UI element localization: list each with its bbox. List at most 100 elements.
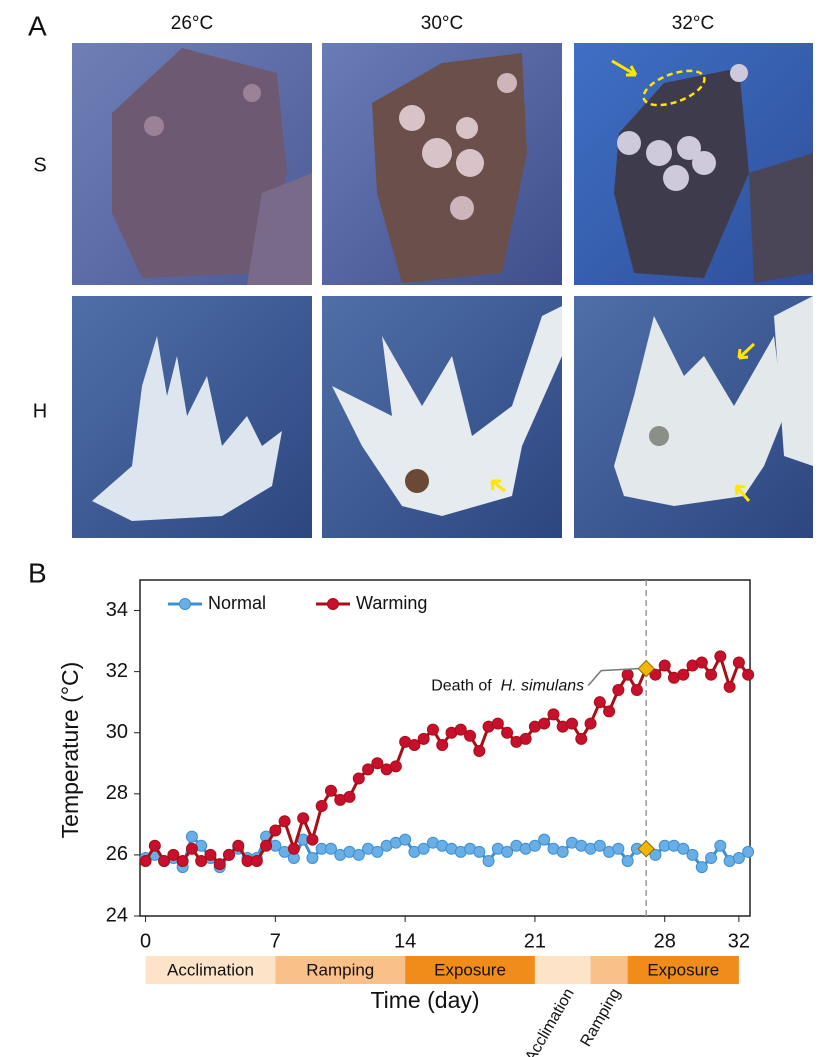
photo [72,296,312,538]
data-point [705,668,718,681]
coral [92,336,282,521]
lump [497,73,517,93]
y-tick-label: 32 [106,660,128,682]
data-point [324,842,337,855]
y-tick-label: 28 [106,782,128,804]
data-point [417,842,430,855]
data-point [686,848,699,861]
lump [144,116,164,136]
data-point [677,842,690,855]
data-point [705,851,718,864]
data-point [519,732,532,745]
phase-label: Ramping [306,960,374,979]
data-point [528,839,541,852]
phase-label: Ramping [577,986,624,1050]
coral [614,316,784,506]
data-point [362,763,375,776]
photo [72,43,312,285]
phase-bar [405,956,535,984]
plot-frame [139,579,751,917]
data-point [148,839,161,852]
lump [677,136,701,160]
x-tick-label: 0 [140,930,151,952]
y-tick-label: 30 [106,721,128,743]
lump [692,151,716,175]
phase-bar [627,956,739,984]
data-point [408,738,421,751]
data-point [473,845,486,858]
hole [649,426,669,446]
y-tick-label: 24 [106,904,128,926]
data-point [621,855,634,868]
data-point [436,738,449,751]
data-point [714,650,727,663]
data-point [306,833,319,846]
sponge [749,153,813,283]
data-point [612,683,625,696]
data-point [491,717,504,730]
data-point [714,839,727,852]
panel-label: B [28,557,47,588]
column-label: 26°C [171,13,213,34]
data-point [269,824,282,837]
annotation-leader [587,667,639,687]
data-point [195,855,208,868]
data-point [454,723,467,736]
data-point [315,800,328,813]
sponge [247,173,312,285]
data-point [371,757,384,770]
x-axis-label: Time (day) [370,987,479,1013]
data-point [501,726,514,739]
data-point [732,851,745,864]
data-point [399,833,412,846]
data-point [185,842,198,855]
data-point [176,855,189,868]
data-point [603,705,616,718]
legend-label: Normal [208,593,266,613]
photo [574,296,813,538]
data-point [538,717,551,730]
phase-label: Acclimation [522,986,578,1057]
data-point [538,833,551,846]
arrow [737,342,756,360]
data-point [547,708,560,721]
column-label: 30°C [421,13,463,34]
x-tick-label: 28 [654,930,676,952]
arrow [490,479,506,493]
arrow [734,484,751,502]
sponge [112,48,287,278]
data-point [695,656,708,669]
lump [450,196,474,220]
data-point [139,855,152,868]
lump [730,64,748,82]
photo [322,296,562,538]
annotation: Death of H. simulans [431,678,584,695]
annotation-italic: H. simulans [501,678,585,695]
lump [663,165,689,191]
data-point [566,717,579,730]
row-label: S [33,154,46,176]
data-point [649,848,662,861]
data-point [371,845,384,858]
data-point [287,842,300,855]
data-point [658,659,671,672]
data-point [297,812,310,825]
coral [774,296,813,466]
data-point [232,839,245,852]
x-tick-label: 14 [394,930,416,952]
data-point [621,668,634,681]
phase-label: Acclimation [167,960,254,979]
annotation-text: Death of [431,678,492,695]
lump [243,84,261,102]
data-point [352,772,365,785]
data-point [723,680,736,693]
highlight-marker [637,840,655,858]
data-point [742,845,755,858]
data-point [185,830,198,843]
data-point [593,839,606,852]
highlight-marker [637,659,655,678]
data-point [575,732,588,745]
data-point [167,848,180,861]
